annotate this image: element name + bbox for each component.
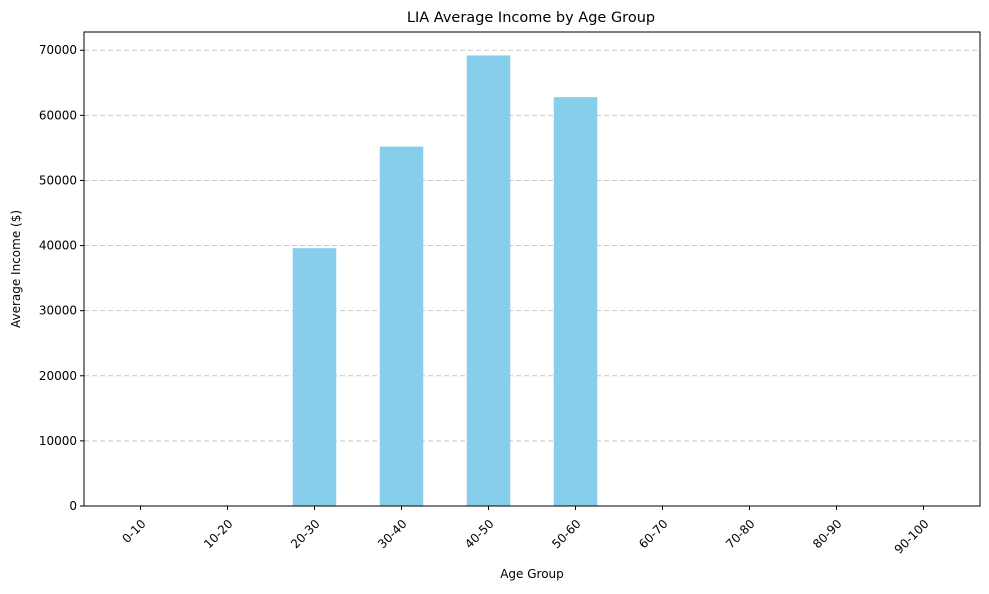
x-axis-label: Age Group	[500, 567, 564, 581]
bars	[292, 55, 598, 507]
chart-title: LIA Average Income by Age Group	[407, 10, 655, 26]
x-tick-label: 20-30	[288, 517, 323, 552]
y-tick-label: 40000	[39, 239, 77, 253]
y-tick-label: 20000	[39, 369, 77, 383]
y-tick-label: 10000	[39, 434, 77, 448]
y-tick-label: 30000	[39, 304, 77, 318]
x-tick-label: 10-20	[201, 517, 236, 552]
x-axis: 0-10 10-20 20-30 30-40 40-50 50-60 60-70 70-80 8…	[119, 506, 932, 557]
bar-30-40	[379, 146, 424, 507]
x-tick-label: 70-80	[723, 517, 758, 552]
x-tick-label: 60-70	[636, 517, 671, 552]
bar-40-50	[466, 55, 511, 506]
x-tick-label: 50-60	[549, 517, 584, 552]
y-tick-label: 60000	[39, 108, 77, 122]
y-tick-label: 0	[69, 499, 77, 513]
x-tick-label: 90-100	[892, 517, 932, 557]
bar-50-60	[553, 97, 598, 506]
y-axis: 0 10000 20000 30000 40000 50000 60000 70000	[39, 43, 84, 513]
y-axis-label: Average Income ($)	[9, 210, 23, 328]
plot-frame	[83, 31, 981, 507]
gridlines	[84, 49, 980, 507]
x-tick-label: 80-90	[810, 517, 845, 552]
bar-20-30	[292, 248, 337, 506]
y-tick-label: 70000	[39, 43, 77, 57]
x-tick-label: 0-10	[119, 517, 148, 546]
x-tick-label: 40-50	[462, 517, 497, 552]
y-tick-label: 50000	[39, 173, 77, 187]
x-tick-label: 30-40	[375, 517, 410, 552]
